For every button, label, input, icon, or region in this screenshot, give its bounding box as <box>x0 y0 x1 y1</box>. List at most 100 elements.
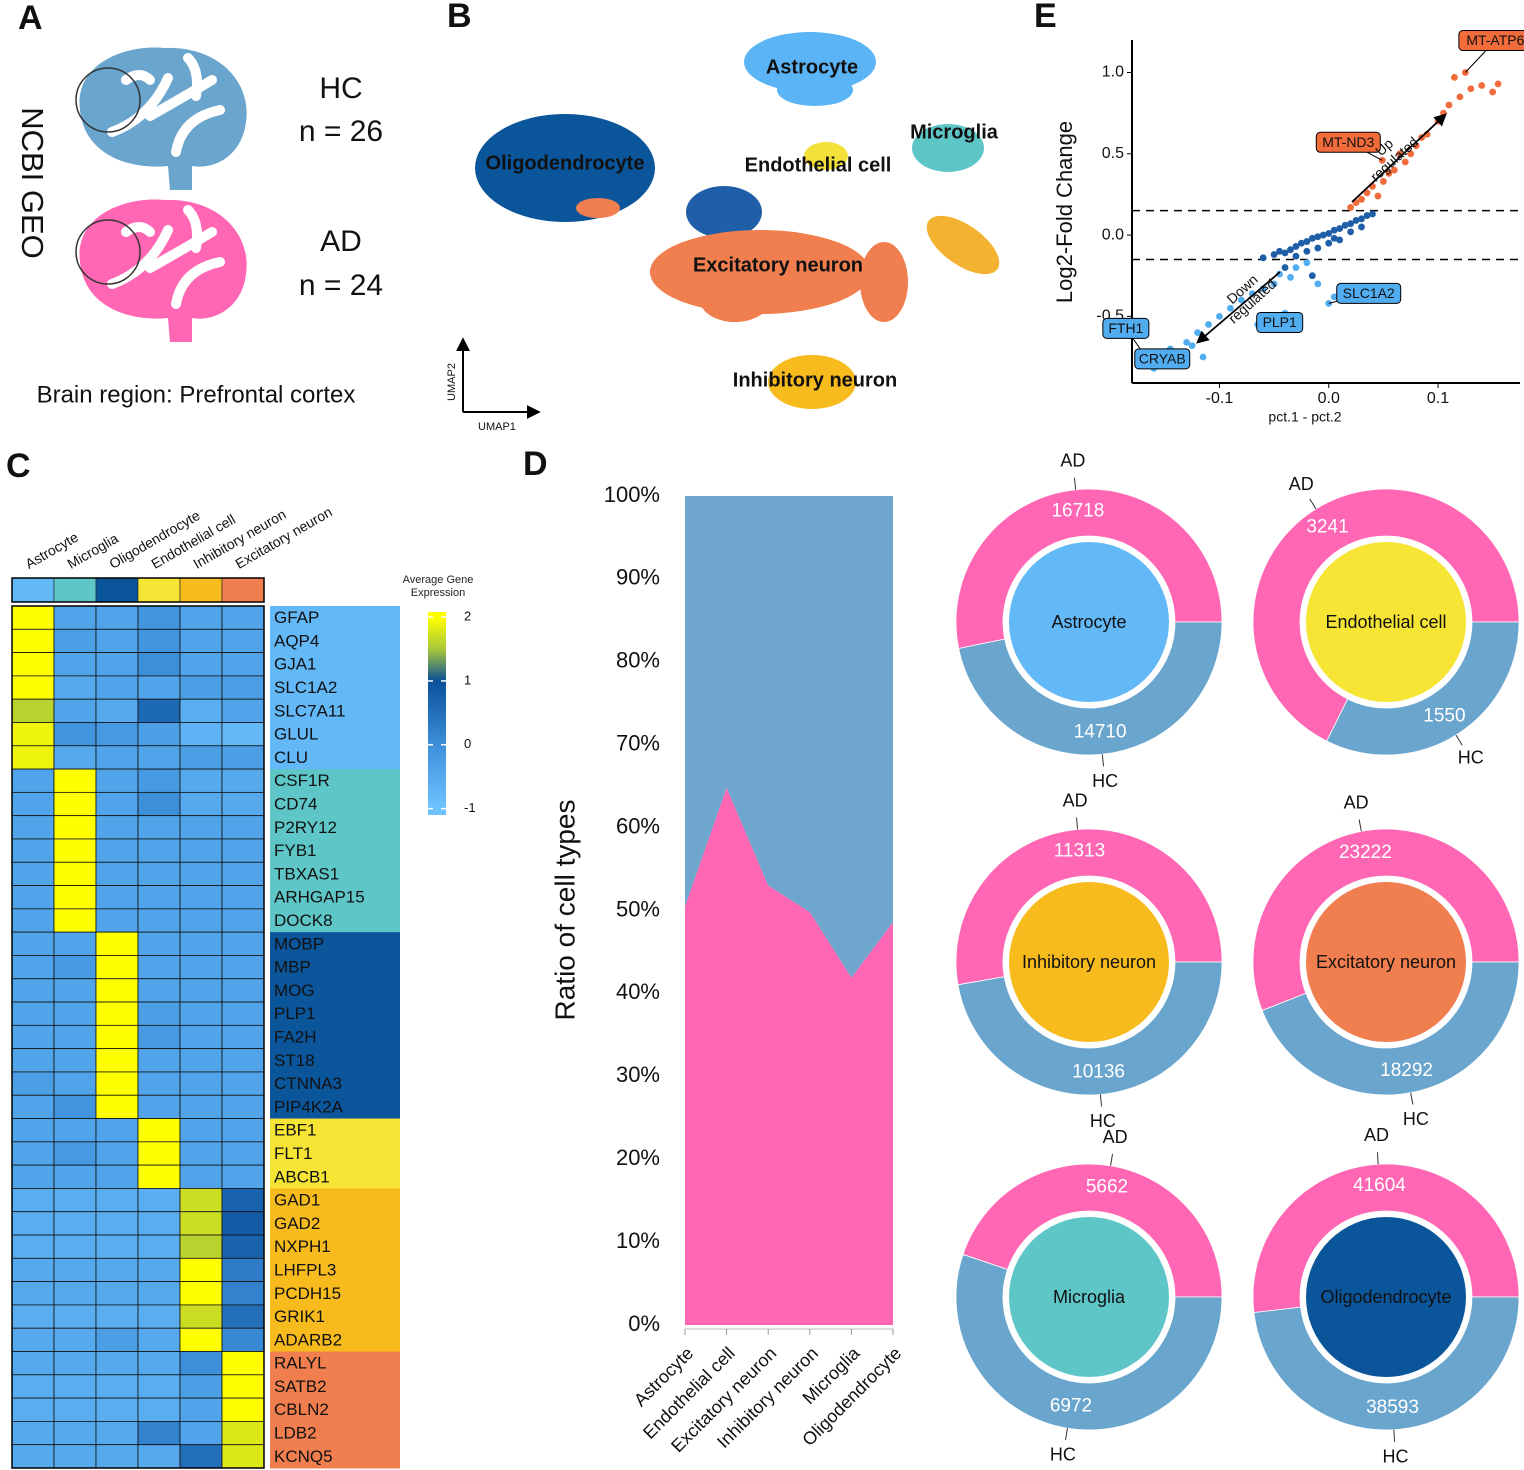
panel-label: C <box>6 447 31 485</box>
heatmap-cell <box>95 698 139 723</box>
gene-label: PIP4K2A <box>274 1097 344 1116</box>
slice-label: HC <box>1090 1111 1116 1131</box>
point <box>1303 259 1311 267</box>
heatmap-cell <box>11 931 55 956</box>
heatmap-cell <box>53 1024 97 1050</box>
heatmap-cell <box>95 675 139 700</box>
gene-group-color <box>270 629 400 654</box>
heatmap-cell <box>53 1211 97 1236</box>
heatmap-cell <box>11 815 55 840</box>
slice-label: HC <box>1458 748 1484 768</box>
heatmap-cell <box>179 698 223 723</box>
heatmap-cell <box>137 1444 181 1469</box>
gene-label: FA2H <box>274 1027 317 1046</box>
annotation-box <box>1458 30 1524 52</box>
cluster-label: Endothelial cell <box>745 154 892 176</box>
heatmap-cell <box>221 1444 265 1469</box>
gene-group-color <box>270 1118 400 1143</box>
point <box>1347 204 1354 211</box>
colorbar-tick-label: 1 <box>464 672 471 687</box>
slice-leader <box>1073 477 1077 490</box>
slice-leader <box>1410 1092 1414 1105</box>
gene-group-color <box>270 978 400 1003</box>
heatmap-cell <box>53 745 97 770</box>
gene-label: FYB1 <box>274 841 317 860</box>
point <box>1378 156 1386 164</box>
point <box>1292 252 1300 260</box>
area <box>685 787 893 1325</box>
point <box>1341 221 1349 229</box>
group-name: HC <box>319 72 362 105</box>
point <box>1358 215 1365 223</box>
slice-value: 1550 <box>1423 705 1465 726</box>
point <box>1456 93 1464 101</box>
heatmap-cell <box>53 605 97 630</box>
heatmap-cell <box>137 1164 181 1189</box>
heatmap-cell <box>221 698 265 723</box>
slice-label: AD <box>1344 793 1369 813</box>
heatmap-cell <box>11 1304 55 1329</box>
heatmap-cell <box>221 1024 265 1050</box>
point <box>1401 158 1409 166</box>
heatmap-cell <box>137 745 181 770</box>
heatmap-cell <box>11 1118 55 1143</box>
heatmap-cell <box>221 1351 265 1376</box>
point <box>1292 264 1300 271</box>
gene-label: DOCK8 <box>274 911 333 930</box>
heatmap-cell <box>137 931 181 956</box>
donut-center <box>1306 882 1466 1042</box>
gene-group-color <box>270 955 400 980</box>
heatmap-cell <box>11 1048 55 1073</box>
point <box>1451 73 1458 81</box>
gene-label: SATB2 <box>274 1377 327 1396</box>
heatmap-cell <box>53 1048 97 1073</box>
gene-group-color <box>270 1421 400 1446</box>
gene-group-color <box>270 1374 400 1399</box>
point <box>1194 329 1201 337</box>
heatmap-cell <box>53 1257 97 1283</box>
heatmap-cell <box>11 698 55 723</box>
center-label: Astrocyte <box>1051 612 1126 632</box>
heatmap-cell <box>11 1071 55 1096</box>
heatmap-cell <box>179 675 223 700</box>
gene-group-color <box>270 1095 400 1120</box>
annotation-text: SLC1A2 <box>1343 285 1395 301</box>
heatmap-cell <box>11 885 55 910</box>
heatmap-cell <box>221 1397 265 1422</box>
slice-label: HC <box>1092 771 1118 791</box>
heatmap-cell <box>95 1304 139 1329</box>
heatmap-cell <box>221 1141 265 1166</box>
heatmap-cell <box>95 1094 139 1119</box>
heatmap-cell <box>179 1118 223 1143</box>
heatmap-cell <box>137 1281 181 1306</box>
heatmap-cell <box>221 1188 265 1213</box>
heatmap-cell <box>179 1351 223 1376</box>
heatmap-cell <box>11 1397 55 1422</box>
heatmap-cell <box>11 1164 55 1189</box>
heatmap-cell <box>179 1304 223 1329</box>
donut-chart: 5662 AD 6972 HC Microglia <box>955 1127 1223 1465</box>
gene-label: SLC7A11 <box>274 701 346 720</box>
point <box>1183 338 1191 346</box>
heatmap-cell <box>53 978 97 1003</box>
point <box>1385 169 1393 177</box>
donut-slice <box>1253 1296 1520 1431</box>
point <box>1347 220 1354 228</box>
heatmap-cell <box>95 1048 139 1073</box>
heatmap-cell <box>11 1188 55 1213</box>
x-tick-label: 0.1 <box>1427 390 1449 407</box>
heatmap-cell <box>221 978 265 1003</box>
heatmap-cell <box>221 675 265 700</box>
point <box>1226 304 1234 312</box>
group-size: n = 24 <box>299 269 383 302</box>
annotation-text: CRYAB <box>1139 351 1186 367</box>
heatmap-cell <box>221 628 265 653</box>
heatmap-cell <box>137 1048 181 1073</box>
slice-label: AD <box>1063 790 1088 810</box>
x-tick-label: -0.1 <box>1206 390 1234 407</box>
gene-group-color <box>270 1351 400 1376</box>
panel-label: A <box>18 0 43 37</box>
gene-group-color <box>270 1328 400 1353</box>
heatmap-cell <box>179 768 223 793</box>
heatmap-cell <box>179 628 223 653</box>
